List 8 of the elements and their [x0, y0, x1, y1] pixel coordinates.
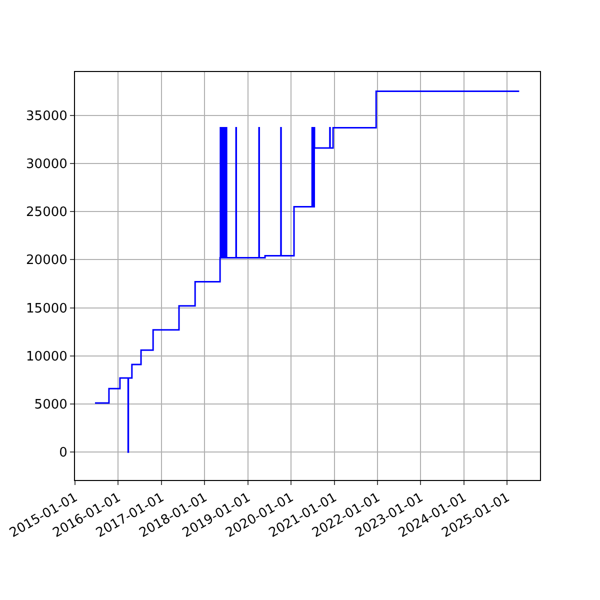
- y-tick-label: 35000: [26, 108, 68, 124]
- y-tick-label: 5000: [34, 398, 68, 413]
- y-tick-label: 10000: [26, 349, 68, 364]
- y-tick-label: 20000: [26, 253, 68, 268]
- y-tick-label: 25000: [26, 205, 68, 220]
- y-tick-label: 0: [59, 446, 68, 461]
- y-tick-label: 30000: [26, 156, 68, 172]
- y-tick-label: 15000: [26, 301, 68, 316]
